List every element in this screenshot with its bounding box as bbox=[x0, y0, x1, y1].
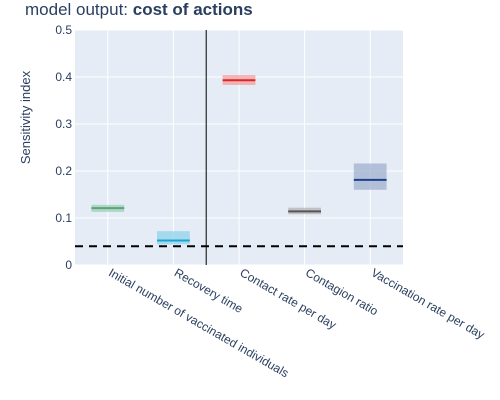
y-tick-label: 0.1 bbox=[55, 211, 72, 225]
y-axis-title: Sensitivity index bbox=[18, 70, 33, 164]
chart-title-prefix: model output: bbox=[25, 0, 133, 19]
y-tick-label: 0.2 bbox=[55, 164, 72, 178]
y-tick-labels: 0 0.1 0.2 0.3 0.4 0.5 bbox=[55, 23, 72, 272]
y-tick-label: 0.5 bbox=[55, 23, 72, 37]
y-tick-label: 0 bbox=[65, 258, 72, 272]
box-marks bbox=[75, 30, 403, 265]
y-tick-label: 0.3 bbox=[55, 117, 72, 131]
x-tick-label: Vaccination rate per day bbox=[369, 265, 487, 341]
ci-box bbox=[353, 163, 387, 190]
gridlines bbox=[75, 29, 403, 266]
y-tick-label: 0.4 bbox=[55, 70, 72, 84]
chart-title: model output: cost of actions bbox=[25, 0, 253, 19]
ci-box bbox=[157, 231, 190, 245]
chart-title-bold: cost of actions bbox=[133, 0, 253, 19]
x-tick-labels: Initial number of vaccinated individuals… bbox=[106, 265, 487, 380]
